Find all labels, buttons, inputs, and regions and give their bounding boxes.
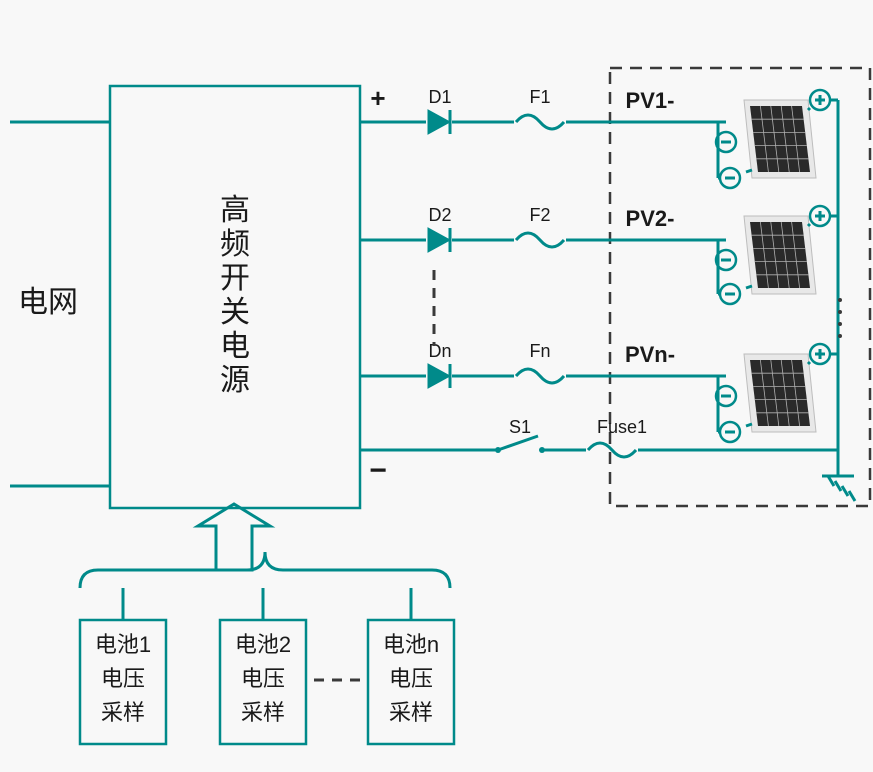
terminal-minus: − — [369, 454, 387, 487]
svg-text:电池2: 电池2 — [235, 632, 291, 657]
fuse-label: F1 — [529, 87, 550, 107]
feedback-arrow — [198, 504, 270, 570]
svg-text:源: 源 — [220, 364, 250, 397]
svg-text:电池1: 电池1 — [95, 632, 151, 657]
switch-label: S1 — [509, 417, 531, 437]
svg-text:电压: 电压 — [101, 666, 145, 691]
main-fuse-label: Fuse1 — [597, 417, 647, 437]
svg-text:关: 关 — [220, 296, 250, 329]
svg-text:开: 开 — [220, 262, 250, 295]
svg-text:采样: 采样 — [241, 700, 285, 725]
diode-label: Dn — [428, 341, 451, 361]
svg-text:采样: 采样 — [101, 700, 145, 725]
pv-group-box — [610, 68, 870, 506]
grid-label: 电网 — [18, 286, 78, 319]
diode-label: D2 — [428, 205, 451, 225]
brace — [80, 552, 450, 588]
fuse-label: F2 — [529, 205, 550, 225]
svg-text:电压: 电压 — [241, 666, 285, 691]
svg-text:高: 高 — [220, 194, 250, 227]
svg-text:频: 频 — [220, 228, 250, 261]
pv-label: PVn- — [625, 342, 675, 367]
diode-label: D1 — [428, 87, 451, 107]
terminal-plus: + — [370, 83, 385, 113]
svg-text:电池n: 电池n — [383, 632, 439, 657]
svg-text:采样: 采样 — [389, 700, 433, 725]
circuit-diagram: 电网 高频开关电源 + − D1 F1 PV1- D2 F2 PV2- Dn Fn PVn- S1 Fuse… — [10, 10, 873, 762]
svg-text:电: 电 — [220, 330, 250, 363]
pv-label: PV2- — [626, 206, 675, 231]
pv-label: PV1- — [626, 88, 675, 113]
fuse-label: Fn — [529, 341, 550, 361]
svg-text:电压: 电压 — [389, 666, 433, 691]
